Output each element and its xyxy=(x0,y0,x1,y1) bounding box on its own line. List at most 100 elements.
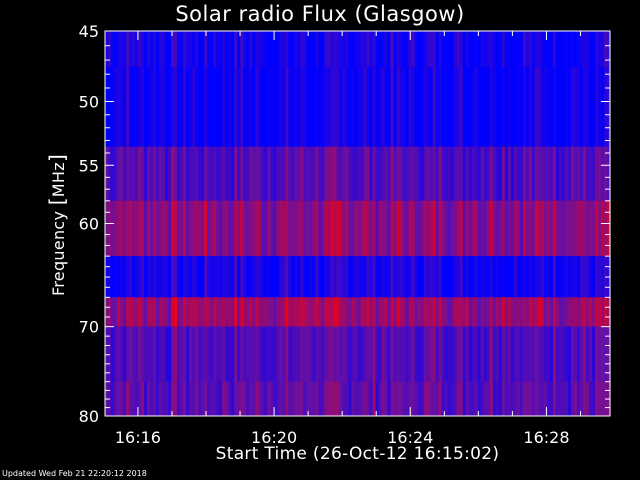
spectrogram-cell xyxy=(516,200,521,257)
spectrogram-cell xyxy=(417,297,422,327)
spectrogram-cell xyxy=(345,256,350,298)
spectrogram-cell xyxy=(375,381,380,416)
spectrogram-cell xyxy=(537,146,542,201)
spectrogram-cell xyxy=(597,326,602,382)
spectrogram-cell xyxy=(492,146,497,201)
spectrogram-cell xyxy=(267,31,271,68)
spectrogram-cell xyxy=(339,297,344,327)
spectrogram-cell xyxy=(528,146,533,201)
spectrogram-cell xyxy=(354,67,359,147)
spectrogram-cell xyxy=(237,381,241,416)
spectrogram-cell xyxy=(165,67,169,147)
spectrogram-cell xyxy=(510,31,515,68)
spectrogram-cell xyxy=(312,67,317,147)
spectrogram-cell xyxy=(192,381,196,416)
x-axis-label: Start Time (26-Oct-12 16:15:02) xyxy=(215,444,500,464)
spectrogram-cell xyxy=(366,256,371,298)
spectrogram-cell xyxy=(225,256,229,298)
spectrogram-cell xyxy=(159,381,163,416)
spectrogram-cell xyxy=(450,326,455,382)
spectrogram-cell xyxy=(234,297,238,327)
spectrogram-cell xyxy=(285,326,289,382)
spectrogram-cell xyxy=(519,256,524,298)
spectrogram-cell xyxy=(336,297,341,327)
spectrogram-cell xyxy=(213,381,217,416)
spectrogram-cell xyxy=(390,146,395,201)
spectrogram-cell xyxy=(303,67,307,147)
spectrogram-cell xyxy=(543,67,548,147)
spectrogram-cell xyxy=(255,326,259,382)
spectrogram-cell xyxy=(309,67,314,147)
spectrogram-cell xyxy=(522,381,527,416)
y-tick-label: 60 xyxy=(79,215,99,234)
spectrogram-cell xyxy=(141,256,145,298)
spectrogram-cell xyxy=(207,200,211,257)
spectrogram-cell xyxy=(432,200,437,257)
spectrogram-cell xyxy=(549,381,554,416)
spectrogram-cell xyxy=(324,326,329,382)
spectrogram-cell xyxy=(186,326,190,382)
spectrogram-cell xyxy=(297,146,301,201)
spectrogram-cell xyxy=(174,256,178,298)
spectrogram-cell xyxy=(387,297,392,327)
spectrogram-cell xyxy=(396,200,401,257)
spectrogram-cell xyxy=(483,256,488,298)
spectrogram-cell xyxy=(138,297,142,327)
spectrogram-cell xyxy=(576,256,581,298)
spectrogram-cell xyxy=(597,297,602,327)
spectrogram-cell xyxy=(510,256,515,298)
spectrogram-cell xyxy=(342,297,347,327)
spectrogram-cell xyxy=(480,381,485,416)
spectrogram-cell xyxy=(429,381,434,416)
spectrogram-cell xyxy=(522,31,527,68)
spectrogram-cell xyxy=(393,67,398,147)
spectrogram-cell xyxy=(234,326,238,382)
spectrogram-cell xyxy=(156,297,160,327)
spectrogram-cell xyxy=(222,200,226,257)
spectrogram-cell xyxy=(510,326,515,382)
spectrogram-cell xyxy=(573,326,578,382)
spectrogram-cell xyxy=(249,297,253,327)
spectrogram-cell xyxy=(228,146,232,201)
spectrogram-cell xyxy=(159,256,163,298)
spectrogram-cell xyxy=(195,31,199,68)
spectrogram-cell xyxy=(552,326,557,382)
spectrogram-cell xyxy=(240,146,244,201)
spectrogram-cell xyxy=(138,67,142,147)
spectrogram-cell xyxy=(534,297,539,327)
spectrogram-cell xyxy=(285,146,289,201)
spectrogram-cell xyxy=(408,326,413,382)
spectrogram-cell xyxy=(153,200,157,257)
spectrogram-cell xyxy=(423,326,428,382)
spectrogram-cell xyxy=(462,200,467,257)
spectrogram-cell xyxy=(177,256,181,298)
spectrogram-cell xyxy=(405,31,410,68)
spectrogram-cell xyxy=(471,200,476,257)
spectrogram-cell xyxy=(453,297,458,327)
spectrogram-cell xyxy=(393,200,398,257)
spectrogram-cell xyxy=(510,381,515,416)
x-tick-label: 16:24 xyxy=(387,428,433,447)
spectrogram-cell xyxy=(144,31,148,68)
spectrogram-cell xyxy=(231,297,235,327)
spectrogram-cell xyxy=(402,200,407,257)
spectrogram-cell xyxy=(501,146,506,201)
spectrogram-cell xyxy=(228,381,232,416)
spectrogram-cell xyxy=(459,381,464,416)
spectrogram-cell xyxy=(333,31,338,68)
spectrogram-cell xyxy=(255,31,259,68)
spectrogram-cell xyxy=(453,256,458,298)
spectrogram-cell xyxy=(369,256,374,298)
spectrogram-cell xyxy=(429,326,434,382)
spectrogram-cell xyxy=(162,381,166,416)
spectrogram-cell xyxy=(123,67,127,147)
spectrogram-cell xyxy=(423,146,428,201)
spectrogram-cell xyxy=(237,297,241,327)
spectrogram-cell xyxy=(213,256,217,298)
spectrogram-cell xyxy=(504,31,509,68)
spectrogram-cell xyxy=(222,67,226,147)
spectrogram-cell xyxy=(138,326,142,382)
spectrogram-cell xyxy=(321,256,326,298)
spectrogram-cell xyxy=(546,200,551,257)
spectrogram-cell xyxy=(567,326,572,382)
